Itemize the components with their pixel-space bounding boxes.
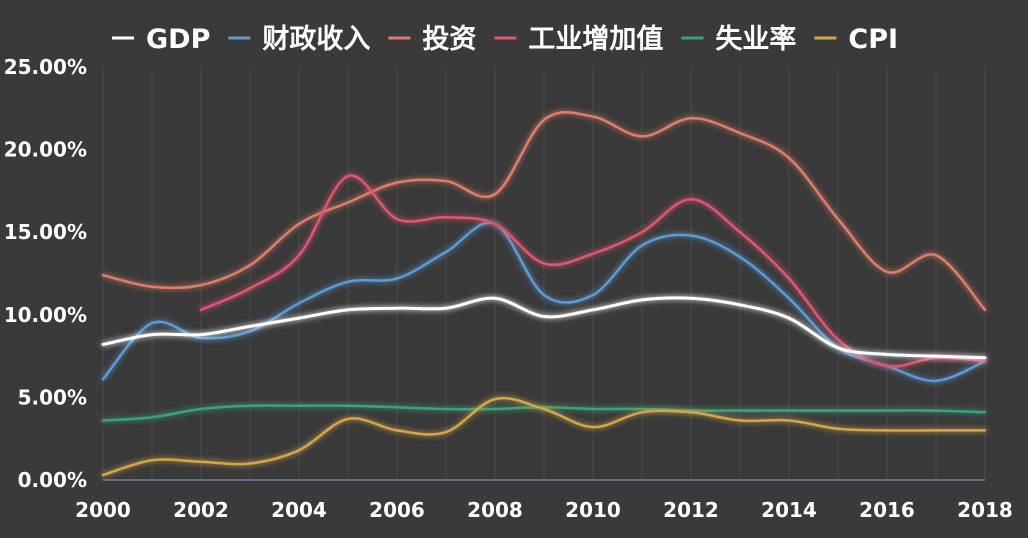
- x-tick-label: 2004: [271, 498, 327, 522]
- x-tick-label: 2008: [467, 498, 523, 522]
- y-tick-label: 5.00%: [18, 385, 87, 409]
- y-tick-label: 25.00%: [4, 55, 87, 79]
- y-tick-label: 15.00%: [4, 220, 87, 244]
- x-tick-label: 2012: [663, 498, 719, 522]
- series-line-0: [101, 296, 987, 360]
- series-line-5: [101, 396, 987, 477]
- legend-label-0: GDP: [146, 24, 210, 55]
- legend: GDP 财政收入 投资 工业增加值 失业率 CPI: [112, 23, 898, 55]
- x-tick-label: 2002: [173, 498, 229, 522]
- legend-label-3: 工业增加值: [528, 23, 663, 55]
- series-line-2: [101, 111, 987, 312]
- y-tick-label: 10.00%: [4, 303, 87, 327]
- y-tick-label: 0.00%: [18, 468, 87, 492]
- x-tick-label: 2000: [75, 498, 131, 522]
- x-tick-label: 2014: [761, 498, 817, 522]
- legend-label-2: 投资: [422, 24, 476, 55]
- legend-label-5: CPI: [848, 24, 898, 55]
- x-tick-label: 2016: [859, 498, 915, 522]
- x-tick-label: 2006: [369, 498, 425, 522]
- x-tick-label: 2018: [957, 498, 1013, 522]
- axes: 0.00% 5.00% 10.00% 15.00% 20.00% 25.00% 2000 20…: [4, 55, 1013, 522]
- series-lines: [101, 111, 987, 477]
- legend-label-4: 失业率: [715, 23, 796, 55]
- x-tick-label: 2010: [565, 498, 621, 522]
- y-tick-label: 20.00%: [4, 138, 87, 162]
- legend-label-1: 财政收入: [262, 24, 370, 55]
- series-line-4: [101, 404, 987, 422]
- series-line-3: [199, 174, 987, 368]
